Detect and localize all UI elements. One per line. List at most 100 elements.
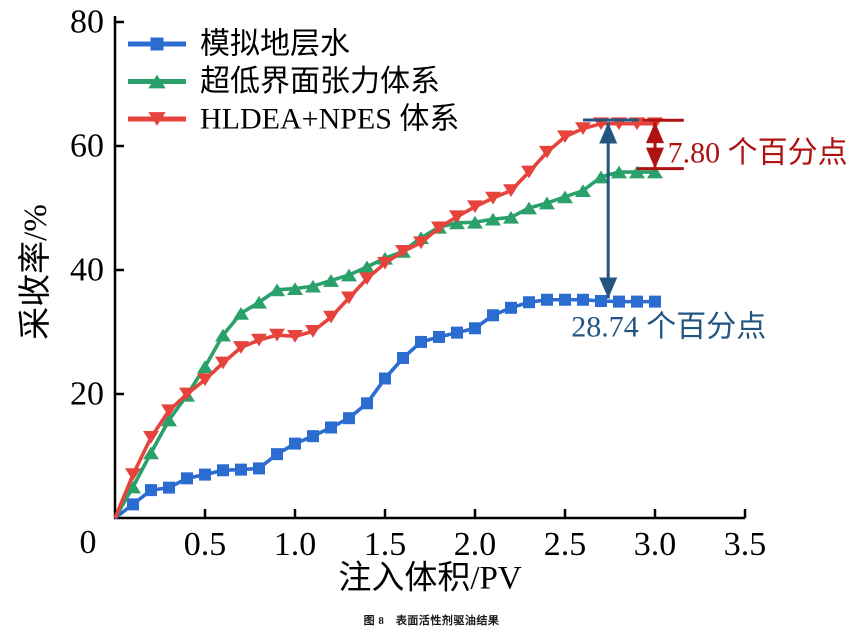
figure-caption: 图 8 表面活性剂驱油结果 — [363, 615, 500, 627]
series-marker — [485, 191, 501, 205]
x-tick-label: 3.5 — [724, 526, 767, 563]
series-marker — [143, 431, 159, 444]
series-marker — [521, 201, 537, 215]
series-marker — [287, 329, 303, 343]
x-tick-label: 1.5 — [364, 526, 407, 563]
x-tick-label: 0.5 — [184, 526, 227, 563]
series-marker — [469, 322, 481, 335]
series-marker — [415, 335, 427, 348]
legend-item-ultra-low-ift-system: 超低界面张力体系 — [128, 65, 440, 98]
series-marker — [197, 373, 213, 387]
series-marker — [575, 184, 591, 197]
series-marker — [161, 404, 177, 418]
series-marker — [145, 484, 157, 497]
series-marker — [395, 245, 411, 258]
series-marker — [271, 448, 283, 461]
legend-label: 模拟地层水 — [200, 28, 350, 61]
series-marker — [557, 190, 573, 204]
series-marker — [541, 293, 553, 306]
series-marker — [179, 387, 195, 401]
gap-label: 28.74 个百分点 — [571, 311, 766, 344]
series-marker — [361, 397, 373, 410]
x-tick-label: 3.0 — [634, 526, 677, 563]
legend-swatch-marker — [150, 37, 164, 51]
x-axis-title: 注入体积/PV — [338, 559, 522, 596]
annotation-gap-hldea-vs-ultralow: 7.80 个百分点 — [637, 118, 848, 171]
series-marker — [325, 421, 337, 434]
series-marker — [467, 215, 483, 229]
series-marker — [433, 330, 445, 343]
series-marker — [125, 468, 141, 481]
series-marker — [397, 352, 409, 365]
series-marker — [287, 282, 303, 295]
series-marker — [197, 360, 213, 374]
legend-item-hldea-npes-system: HLDEA+NPES 体系 — [128, 103, 459, 136]
recovery-chart: 0.5 1.0 1.5 2.0 2.5 3.0 3.5 20 40 60 80 0 注入体积/PV 采收率… — [17, 4, 848, 597]
series-marker — [305, 325, 321, 338]
series-marker — [269, 283, 285, 297]
series-marker — [341, 268, 357, 282]
series-marker — [577, 293, 589, 306]
series-marker — [359, 260, 375, 274]
series-marker — [251, 295, 267, 309]
series-marker — [431, 221, 447, 235]
legend-item-simulated-formation-water: 模拟地层水 — [128, 28, 350, 61]
legend-swatch-marker — [148, 112, 166, 126]
x-tick-label: 1.0 — [274, 526, 317, 563]
series-marker — [613, 295, 625, 308]
series-marker — [161, 413, 177, 427]
series-marker — [199, 468, 211, 481]
series-marker — [521, 165, 537, 179]
y-axis-title: 采收率/% — [17, 204, 54, 340]
series-marker — [143, 446, 159, 460]
series-marker — [523, 296, 535, 309]
series-marker — [539, 145, 555, 159]
series-marker — [485, 212, 501, 226]
series-marker — [233, 341, 249, 354]
series-marker — [539, 196, 555, 210]
series-marker — [647, 165, 663, 179]
series-marker — [289, 437, 301, 450]
series-marker — [379, 372, 391, 385]
series-marker — [467, 200, 483, 214]
gap-arrowhead-down — [646, 147, 664, 169]
origin-tick-label: 0 — [80, 524, 97, 561]
series-marker — [125, 480, 141, 494]
series-marker — [323, 274, 339, 287]
series-marker — [215, 328, 231, 342]
gap-label: 7.80 个百分点 — [668, 136, 848, 169]
series-marker — [341, 291, 357, 305]
legend-label: HLDEA+NPES 体系 — [200, 103, 459, 136]
series-marker — [215, 356, 231, 370]
annotation-gap-hldea-vs-water: 28.74 个百分点 — [571, 118, 766, 344]
series-marker — [449, 210, 465, 224]
gap-arrowhead-up — [599, 122, 618, 144]
series-marker — [251, 333, 267, 347]
series-marker — [235, 463, 247, 476]
series-line — [113, 170, 655, 519]
series-marker — [233, 307, 249, 320]
series-marker — [359, 272, 375, 286]
series-marker — [451, 326, 463, 339]
series-marker — [505, 301, 517, 314]
series-marker — [253, 462, 265, 475]
series-marker — [487, 309, 499, 322]
series-simulated-formation-water — [113, 293, 661, 520]
series-marker — [503, 210, 519, 224]
series-marker — [217, 464, 229, 477]
series-marker — [269, 328, 285, 342]
x-tick-label: 2.0 — [454, 526, 497, 563]
y-tick-label: 80 — [70, 4, 104, 41]
series-marker — [323, 310, 339, 324]
gap-arrowhead-down — [599, 277, 618, 299]
series-marker — [377, 256, 393, 270]
series-marker — [557, 130, 573, 144]
series-marker — [413, 236, 429, 250]
series-marker — [595, 295, 607, 307]
y-tick-label: 20 — [70, 376, 104, 413]
series-marker — [163, 481, 175, 494]
gap-arrowhead-up — [646, 122, 664, 144]
series-marker — [575, 122, 591, 135]
series-marker — [503, 184, 519, 197]
